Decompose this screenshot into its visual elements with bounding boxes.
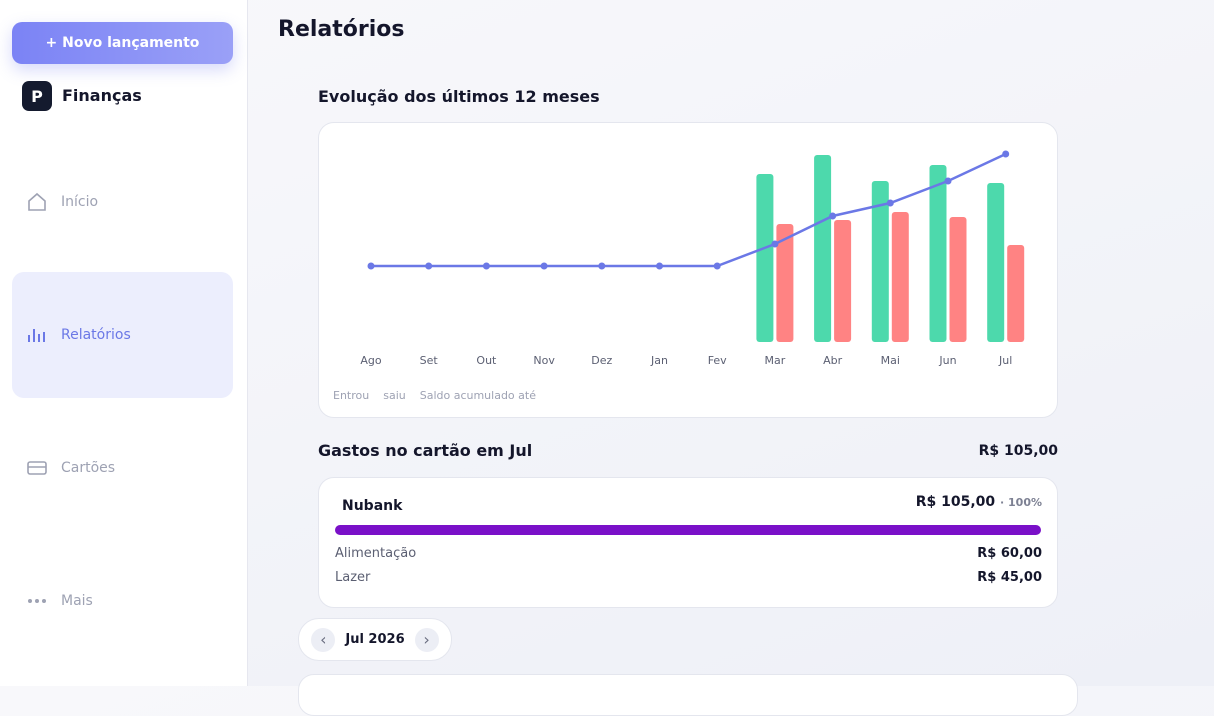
line	[371, 152, 1007, 268]
progress-bar	[335, 525, 1041, 535]
next-card	[298, 674, 1078, 716]
nav-active-bg	[12, 272, 233, 398]
x-tick-label: Jan	[650, 354, 668, 367]
sidebar: + Novo lançamento P Finanças Início Rela…	[0, 0, 248, 686]
category-label: Alimentação	[335, 546, 417, 561]
chart-card: Ago Set Out Nov Dez Jan Fev Mar Abr Mai Jun Jul Entr…	[318, 122, 1058, 418]
nav-label: Relatórios	[61, 327, 131, 343]
x-tick-label: Ago	[360, 354, 382, 367]
category-amount: R$ 60,00	[977, 546, 1042, 561]
bar	[814, 155, 832, 342]
bar	[891, 212, 909, 342]
nav-item[interactable]: Cartões	[27, 458, 115, 478]
bar	[987, 183, 1005, 342]
line-point	[829, 212, 837, 220]
legend-label: Saldo acumulado até	[420, 389, 536, 402]
new-entry-button[interactable]: + Novo lançamento	[12, 22, 233, 64]
chart-title: Evolução dos últimos 12 meses	[318, 87, 600, 106]
line-point	[482, 262, 490, 270]
line-point	[713, 262, 721, 270]
next-button[interactable]: ›	[414, 627, 439, 652]
chart: Ago Set Out Nov Dez Jan Fev Mar Abr Mai Jun Jul Entr…	[333, 150, 1025, 402]
line-point	[540, 262, 548, 270]
line-point	[425, 262, 433, 270]
x-tick-label: Mai	[881, 354, 900, 367]
line-point	[367, 262, 375, 270]
legend-label: Entrou	[333, 389, 369, 402]
card-name: Nubank	[342, 498, 403, 514]
nav-item[interactable]: Início	[27, 192, 98, 212]
logo: P	[22, 81, 52, 111]
nav-item[interactable]: Relatórios	[27, 325, 131, 345]
line-point	[1002, 150, 1010, 158]
x-tick-label: Out	[476, 354, 497, 367]
card-amount: R$ 105,00	[915, 494, 996, 510]
line-point	[944, 177, 952, 185]
line-point	[656, 262, 663, 270]
nav-item[interactable]: Mais	[27, 591, 93, 611]
x-tick-label: Fev	[708, 354, 727, 367]
nav-label: Início	[61, 194, 99, 210]
line-point	[771, 240, 779, 248]
legend-label: saiu	[383, 389, 406, 402]
month-label: Jul 2026	[345, 632, 405, 647]
card-share: · 100%	[1000, 496, 1042, 509]
bar	[1007, 245, 1025, 342]
icon	[27, 461, 47, 475]
page-title: Relatórios	[278, 17, 405, 42]
section-total: R$ 105,00	[978, 443, 1058, 459]
x-tick-label: Set	[420, 354, 439, 367]
brand: Finanças	[62, 86, 142, 105]
category-label: Lazer	[335, 570, 371, 585]
bar	[949, 217, 967, 342]
x-tick-label: Nov	[533, 354, 555, 367]
icon	[28, 192, 46, 211]
x-tick-label: Abr	[823, 354, 843, 367]
bar	[776, 224, 794, 342]
icon	[28, 329, 45, 342]
bar	[834, 220, 852, 342]
card-item: Nubank R$ 105,00 · 100% Alimentação R$ 6…	[318, 477, 1058, 608]
nav-label: Mais	[61, 593, 93, 609]
section-title: Gastos no cartão em Jul	[318, 441, 533, 460]
month-picker: ‹ Jul 2026 ›	[298, 618, 452, 661]
x-tick-label: Mar	[765, 354, 786, 367]
bar	[871, 181, 889, 342]
x-tick-label: Jul	[998, 354, 1012, 367]
line-point	[598, 262, 606, 270]
x-tick-label: Jun	[938, 354, 956, 367]
prev-button[interactable]: ‹	[311, 627, 336, 652]
line-point	[886, 199, 894, 207]
x-tick-label: Dez	[591, 354, 612, 367]
bar	[929, 165, 947, 342]
nav-label: Cartões	[61, 460, 116, 476]
bar	[756, 174, 774, 342]
icon	[28, 599, 46, 603]
category-amount: R$ 45,00	[977, 570, 1042, 585]
